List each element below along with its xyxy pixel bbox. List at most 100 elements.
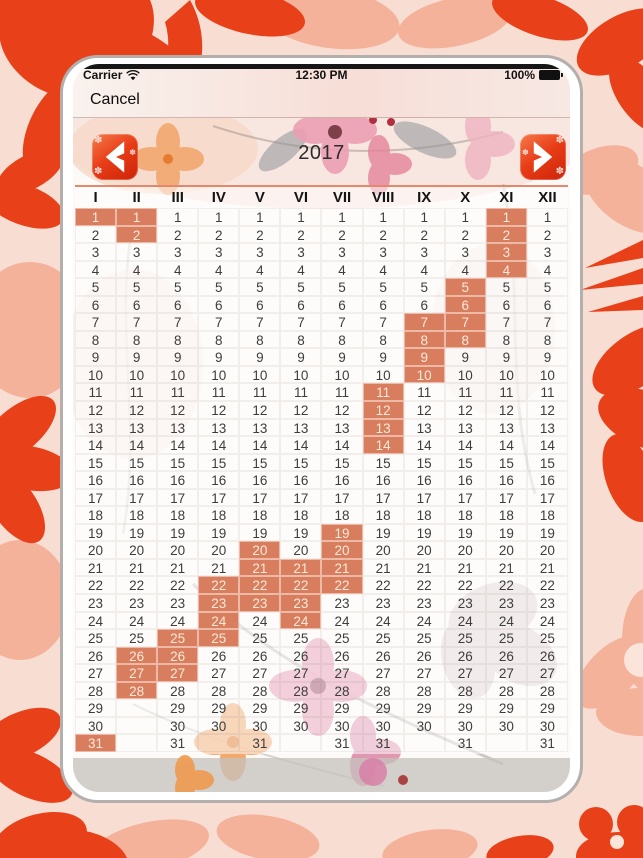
day-cell[interactable]: 28 [444,681,486,700]
day-cell[interactable]: 5 [157,278,199,296]
day-cell[interactable]: 13 [444,418,486,437]
day-cell[interactable]: 5 [403,278,445,296]
day-cell[interactable]: 20 [280,541,322,559]
day-cell-highlighted[interactable]: 22 [239,576,281,595]
day-cell[interactable]: 25 [403,629,445,647]
day-cell[interactable]: 8 [526,330,568,349]
day-cell-highlighted[interactable]: 22 [321,576,363,595]
day-cell[interactable]: 15 [280,453,322,472]
day-cell[interactable]: 4 [75,260,117,279]
day-cell[interactable]: 18 [485,506,527,524]
day-cell[interactable]: 9 [526,348,568,366]
day-cell[interactable]: 18 [526,506,568,524]
day-cell[interactable]: 30 [403,716,445,735]
day-cell[interactable]: 10 [321,365,363,384]
day-cell[interactable]: 27 [75,664,117,682]
day-cell-highlighted[interactable]: 8 [444,330,486,349]
day-cell[interactable]: 12 [526,401,568,419]
day-cell[interactable]: 18 [321,506,363,524]
day-cell[interactable]: 15 [526,453,568,472]
day-cell[interactable]: 14 [321,436,363,454]
day-cell[interactable]: 7 [116,313,158,331]
day-cell[interactable]: 2 [444,225,486,244]
day-cell[interactable]: 28 [362,681,404,700]
day-cell[interactable]: 2 [362,225,404,244]
day-cell[interactable]: 28 [321,681,363,700]
day-cell-highlighted[interactable]: 23 [280,594,322,612]
day-cell[interactable]: 27 [321,664,363,682]
day-cell-highlighted[interactable]: 2 [116,225,158,244]
day-cell[interactable]: 13 [239,418,281,437]
day-cell[interactable]: 25 [362,629,404,647]
day-cell[interactable]: 15 [157,453,199,472]
day-cell[interactable]: 5 [280,278,322,296]
day-cell[interactable]: 29 [444,699,486,717]
day-cell[interactable]: 2 [526,225,568,244]
day-cell[interactable]: 7 [239,313,281,331]
day-cell[interactable]: 16 [403,471,445,489]
day-cell-highlighted[interactable]: 7 [403,313,445,331]
day-cell[interactable]: 21 [526,558,568,577]
day-cell[interactable]: 23 [116,594,158,612]
day-cell-highlighted[interactable]: 11 [362,383,404,402]
day-cell-highlighted[interactable]: 9 [403,348,445,366]
day-cell[interactable]: 28 [198,681,240,700]
day-cell[interactable]: 13 [280,418,322,437]
day-cell[interactable]: 30 [75,716,117,735]
day-cell-highlighted[interactable]: 4 [485,260,527,279]
day-cell[interactable]: 24 [157,611,199,630]
day-cell[interactable]: 19 [75,523,117,542]
day-cell[interactable]: 19 [362,523,404,542]
day-cell[interactable]: 26 [485,646,527,665]
day-cell[interactable]: 12 [444,401,486,419]
day-cell[interactable]: 3 [157,243,199,261]
day-cell[interactable]: 20 [198,541,240,559]
day-cell[interactable]: 17 [75,488,117,507]
day-cell[interactable]: 14 [485,436,527,454]
day-cell[interactable]: 18 [116,506,158,524]
day-cell[interactable]: 24 [116,611,158,630]
day-cell[interactable]: 6 [198,295,240,314]
day-cell[interactable]: 2 [280,225,322,244]
day-cell[interactable]: 24 [75,611,117,630]
day-cell[interactable]: 3 [239,243,281,261]
day-cell[interactable]: 10 [198,365,240,384]
day-cell[interactable]: 31 [157,734,199,752]
day-cell[interactable]: 1 [280,208,322,226]
day-cell-highlighted[interactable]: 6 [444,295,486,314]
day-cell[interactable]: 3 [403,243,445,261]
day-cell[interactable]: 16 [362,471,404,489]
day-cell[interactable]: 11 [157,383,199,402]
day-cell[interactable]: 1 [444,208,486,226]
day-cell[interactable]: 19 [116,523,158,542]
day-cell[interactable]: 16 [444,471,486,489]
day-cell[interactable]: 29 [198,699,240,717]
day-cell[interactable]: 27 [198,664,240,682]
day-cell[interactable]: 27 [485,664,527,682]
day-cell[interactable]: 7 [198,313,240,331]
day-cell[interactable]: 12 [403,401,445,419]
day-cell-highlighted[interactable]: 25 [198,629,240,647]
day-cell[interactable]: 26 [239,646,281,665]
day-cell[interactable]: 17 [198,488,240,507]
day-cell[interactable]: 13 [198,418,240,437]
day-cell[interactable]: 31 [239,734,281,752]
day-cell[interactable]: 15 [321,453,363,472]
day-cell[interactable]: 24 [444,611,486,630]
day-cell[interactable]: 10 [239,365,281,384]
day-cell[interactable]: 20 [157,541,199,559]
day-cell[interactable]: 18 [75,506,117,524]
day-cell[interactable]: 15 [116,453,158,472]
day-cell-highlighted[interactable]: 27 [116,664,158,682]
day-cell[interactable]: 11 [444,383,486,402]
day-cell[interactable]: 17 [239,488,281,507]
day-cell-highlighted[interactable]: 14 [362,436,404,454]
day-cell[interactable]: 24 [485,611,527,630]
day-cell[interactable]: 16 [198,471,240,489]
day-cell[interactable]: 29 [75,699,117,717]
day-cell[interactable]: 31 [526,734,568,752]
day-cell-highlighted[interactable]: 20 [321,541,363,559]
day-cell[interactable]: 3 [116,243,158,261]
day-cell[interactable]: 29 [157,699,199,717]
day-cell[interactable]: 7 [280,313,322,331]
